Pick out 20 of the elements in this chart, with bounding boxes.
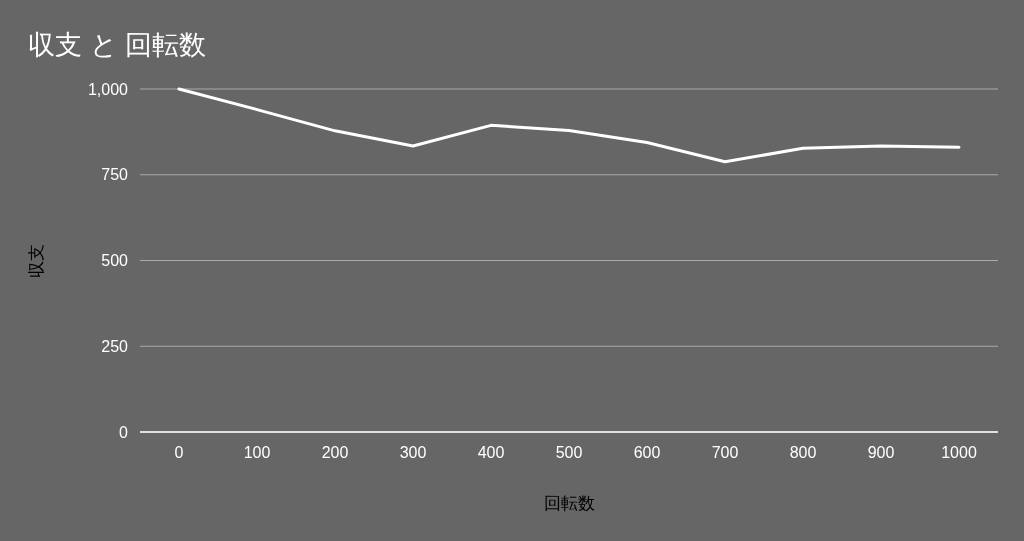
- x-tick-label: 1000: [941, 444, 977, 461]
- x-tick-label: 400: [477, 444, 505, 461]
- y-tick-label: 250: [101, 337, 129, 355]
- y-tick-label: 500: [101, 252, 129, 270]
- x-axis-title: 回転数: [543, 494, 595, 513]
- x-tick-label: 600: [633, 444, 661, 461]
- x-tick-label: 300: [399, 444, 427, 461]
- x-tick-label: 200: [321, 444, 349, 461]
- x-tick-label: 500: [555, 444, 583, 461]
- line-series: [177, 87, 961, 164]
- chart-title: 収支 と 回転数: [28, 30, 207, 60]
- x-tick-label: 700: [711, 444, 739, 461]
- y-axis-title: 収支: [27, 243, 46, 278]
- x-tick-label: 100: [243, 444, 271, 461]
- x-tick-label: 0: [174, 444, 184, 461]
- y-tick-label: 0: [119, 423, 129, 441]
- y-tick-label: 1,000: [87, 80, 129, 98]
- x-tick-label: 800: [789, 444, 817, 461]
- y-tick-label: 750: [101, 166, 129, 184]
- x-tick-label: 900: [867, 444, 895, 461]
